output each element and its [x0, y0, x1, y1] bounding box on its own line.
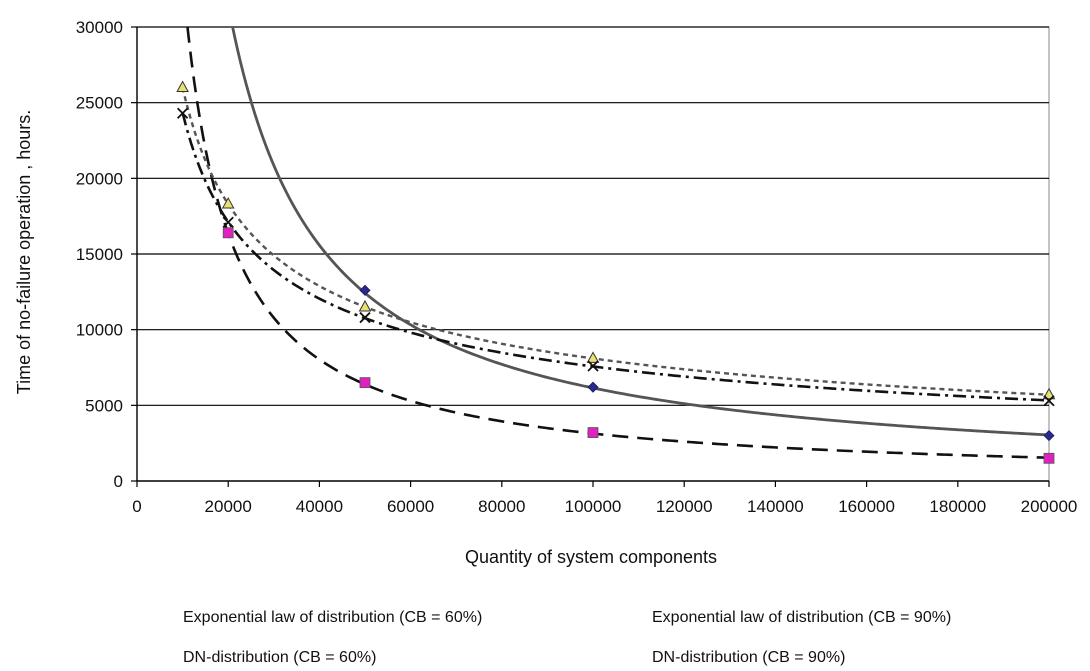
x-tick-label: 0: [132, 497, 141, 516]
x-tick-label: 140000: [747, 497, 804, 516]
x-tick-label: 60000: [387, 497, 434, 516]
x-tick-label: 80000: [478, 497, 525, 516]
legend: Exponential law of distribution (CB = 60…: [183, 609, 951, 666]
y-axis-title: Time of no-failure operation , hours.: [14, 110, 34, 394]
x-tick-labels: 0 20000 40000 60000 80000 100000 120000 140000 1…: [132, 497, 1077, 516]
data-point: [176, 107, 189, 119]
data-point: [359, 284, 371, 296]
axes: [131, 26, 1050, 487]
legend-entry-dn-90: DN-distribution (CB = 90%): [652, 649, 845, 666]
data-point: [587, 381, 599, 393]
data-point: [359, 311, 371, 324]
data-point: [586, 351, 600, 363]
x-tick-label: 40000: [296, 497, 343, 516]
data-point: [359, 377, 371, 389]
y-tick-label: 20000: [76, 169, 123, 188]
data-point: [1043, 395, 1055, 407]
y-tick-label: 30000: [76, 18, 123, 37]
gridlines: [137, 26, 1049, 406]
y-tick-label: 15000: [76, 245, 123, 264]
data-point: [221, 197, 235, 209]
y-tick-label: 25000: [76, 94, 123, 113]
y-tick-label: 5000: [85, 396, 123, 415]
data-point: [1042, 387, 1056, 400]
y-tick-label: 10000: [76, 321, 123, 340]
x-tick-label: 180000: [929, 497, 986, 516]
x-axis-title: Quantity of system components: [465, 547, 717, 567]
data-point: [1043, 452, 1055, 464]
series-line: [186, 27, 1049, 459]
data-point: [176, 80, 189, 93]
series-lines: [181, 27, 1049, 459]
series-line: [231, 27, 1049, 437]
data-point: [587, 360, 599, 372]
data-point: [222, 216, 234, 228]
x-tick-label: 20000: [205, 497, 252, 516]
data-point: [222, 227, 234, 239]
data-point: [587, 427, 599, 438]
legend-entry-dn-60: DN-distribution (CB = 60%): [183, 649, 376, 666]
y-tick-labels: 0 5000 10000 15000 20000 25000 30000: [76, 18, 123, 491]
x-tick-label: 200000: [1021, 497, 1078, 516]
series-line: [181, 112, 1049, 402]
x-tick-label: 100000: [565, 497, 622, 516]
y-tick-label: 0: [114, 472, 123, 491]
legend-entry-exp-60: Exponential law of distribution (CB = 60…: [183, 609, 482, 626]
data-point: [1043, 430, 1055, 442]
x-tick-label: 120000: [656, 497, 713, 516]
series-markers: [176, 80, 1056, 464]
series-line: [181, 87, 1049, 396]
x-tick-label: 160000: [838, 497, 895, 516]
legend-entry-exp-90: Exponential law of distribution (CB = 90…: [652, 609, 951, 626]
data-point: [358, 299, 372, 312]
